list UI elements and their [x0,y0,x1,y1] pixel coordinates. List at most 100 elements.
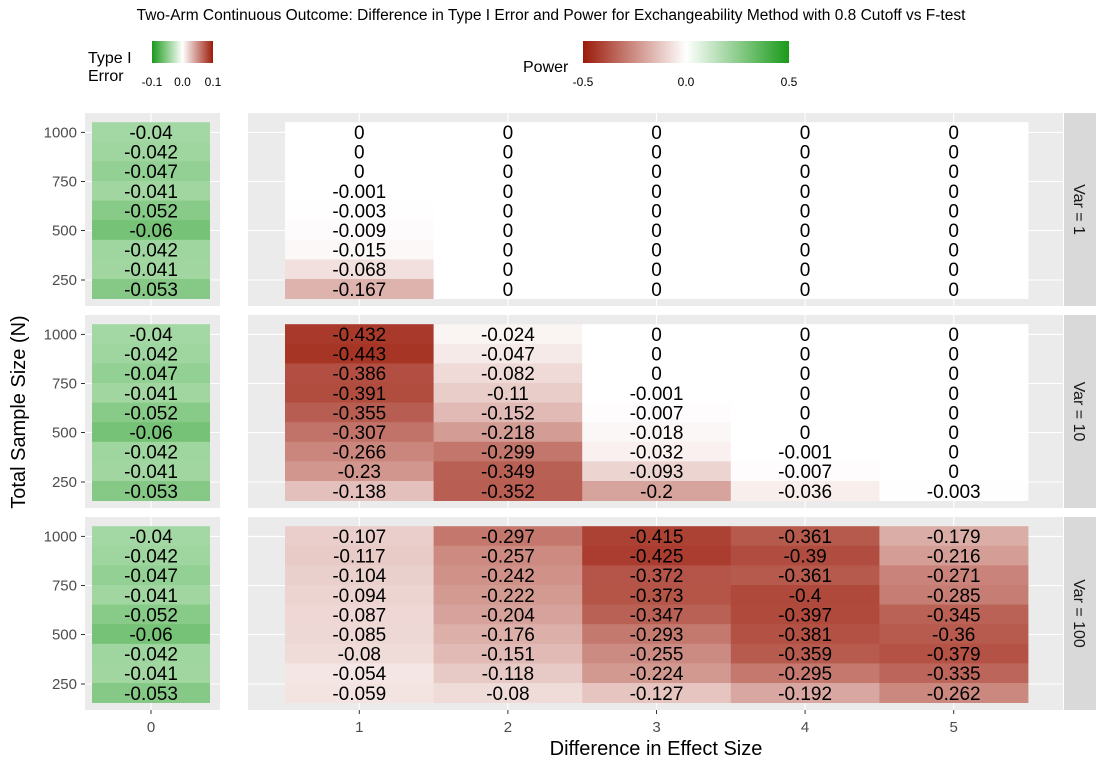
power-cell [730,122,880,143]
power-cell [879,604,1029,625]
power-cell-label: -0.093 [630,462,684,483]
power-cell [582,259,732,280]
y-tick-label: 1000 [44,326,77,343]
power-cell-label: -0.167 [332,280,386,301]
type1-cell [92,343,210,364]
type1-cell-label: -0.06 [129,221,172,242]
type1-cell-label: -0.042 [124,443,178,464]
type1-cell-label: -0.053 [124,280,178,301]
power-cell [285,545,434,566]
power-cell-label: -0.001 [332,182,386,203]
power-cell [433,239,583,260]
power-cell [285,402,434,423]
power-cell-label: -0.361 [778,527,832,548]
power-cell-label: 0 [800,123,811,144]
power-cell-label: -0.349 [481,462,535,483]
power-cell [582,363,732,384]
power-cell-label: -0.152 [481,403,535,424]
power-cell-label: -0.003 [927,482,981,503]
power-cell [730,683,880,703]
power-cell-label: -0.397 [778,605,832,626]
power-cell [433,220,583,241]
power-cell [730,422,880,443]
power-cell-label: 0 [503,260,514,281]
power-cell-label: -0.107 [332,527,386,548]
power-cell [730,441,880,462]
power-cell-label: 0 [800,364,811,385]
power-cell-label: -0.255 [630,645,684,666]
power-cell [433,161,583,182]
power-cell-label: 0 [948,384,959,405]
power-cell-label: 0 [651,345,662,366]
power-cell [285,422,434,443]
type1-legend: Type I Error -0.1 0.0 0.1 [88,41,222,89]
type1-cell-label: -0.052 [124,201,178,222]
power-cell-label: -0.222 [481,586,535,607]
power-cell-label: -0.032 [630,443,684,464]
y-tick-label: 500 [52,627,77,644]
power-cell [433,441,583,462]
power-cell-label: 0 [800,403,811,424]
power-cell [285,343,434,364]
power-cell [433,402,583,423]
power-cell [582,200,732,221]
power-cell-label: -0.007 [630,403,684,424]
power-cell [582,461,732,482]
power-cell-label: -0.359 [778,645,832,666]
power-cell [285,624,434,645]
power-cell [285,441,434,462]
power-cell [582,343,732,364]
power-cell-label: 0 [948,260,959,281]
power-cell [285,526,434,547]
power-cell [730,161,880,182]
facet-strip-label: Var = 100 [1070,579,1087,648]
type1-cell [92,259,210,280]
power-cell-label: 0 [948,143,959,164]
power-cell [285,161,434,182]
power-cell [879,324,1029,345]
power-cell-label: 0 [651,162,662,183]
power-cell-label: 0 [800,201,811,222]
type1-cell-label: -0.04 [129,527,173,548]
type1-cell-label: -0.042 [124,645,178,666]
power-cell [433,363,583,384]
power-cell [879,663,1029,684]
power-cell [730,624,880,645]
type1-legend-colorbar [152,41,213,63]
power-cell [285,565,434,586]
power-cell-label: 0 [948,221,959,242]
power-cell-label: -0.087 [332,605,386,626]
power-cell-label: -0.297 [481,527,535,548]
power-cell-label: -0.138 [332,482,386,503]
power-cell-label: -0.179 [927,527,981,548]
power-cell [730,565,880,586]
type1-cell-label: -0.06 [129,625,172,646]
type1-cell [92,422,210,443]
type1-cell-label: -0.041 [124,664,178,685]
power-cell-label: 0 [800,423,811,444]
power-cell-label: -0.007 [778,462,832,483]
power-cell-label: -0.391 [332,384,386,405]
power-cell [879,363,1029,384]
power-cell [879,141,1029,162]
power-cell [730,279,880,299]
power-cell [433,461,583,482]
power-cell [582,181,732,201]
power-cell [730,585,880,605]
y-tick-label: 250 [52,272,77,289]
facet-strip-label: Var = 1 [1070,184,1087,235]
power-cell [285,259,434,280]
y-tick-label: 1000 [44,124,77,141]
power-cell-label: -0.218 [481,423,535,444]
power-cell [730,383,880,403]
power-cell-label: -0.176 [481,625,535,646]
power-cell-label: -0.036 [778,482,832,503]
power-cell-label: 0 [948,201,959,222]
power-cell [582,624,732,645]
type1-cell [92,565,210,586]
power-cell-label: 0 [948,182,959,203]
power-cell [285,663,434,684]
power-cell [285,239,434,260]
power-cell [433,585,583,605]
